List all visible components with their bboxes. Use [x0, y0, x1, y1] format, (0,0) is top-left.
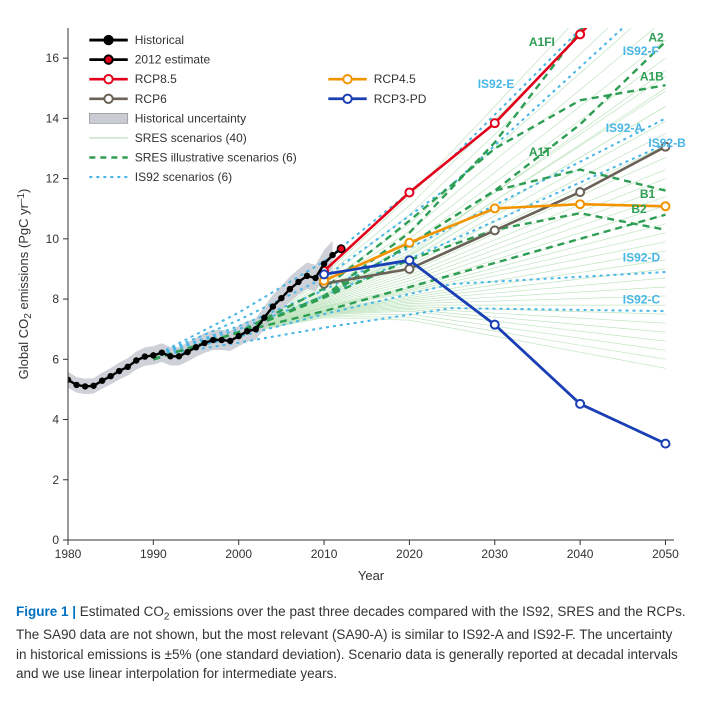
sres-label: B2	[631, 202, 647, 216]
svg-text:RCP8.5: RCP8.5	[135, 72, 177, 86]
svg-text:1990: 1990	[140, 547, 167, 561]
sres-label: A2	[648, 31, 664, 45]
is92-label: IS92-A	[606, 121, 644, 135]
svg-text:2010: 2010	[311, 547, 338, 561]
svg-text:4: 4	[52, 413, 59, 427]
chart-legend: Historical 2012 estimate RCP8.5 RCP6 Histori…	[89, 33, 426, 184]
svg-text:Historical uncertainty: Historical uncertainty	[135, 111, 246, 125]
svg-text:10: 10	[46, 232, 60, 246]
svg-text:2000: 2000	[225, 547, 252, 561]
svg-text:RCP4.5: RCP4.5	[374, 72, 416, 86]
is92-label: IS92-D	[623, 250, 661, 264]
sres-label: A1FI	[529, 35, 555, 49]
svg-text:16: 16	[46, 51, 60, 65]
svg-text:Year: Year	[358, 568, 385, 583]
estimate-2012-marker	[337, 245, 344, 252]
svg-text:8: 8	[52, 292, 59, 306]
svg-text:2040: 2040	[567, 547, 594, 561]
svg-text:14: 14	[46, 111, 60, 125]
svg-text:2050: 2050	[652, 547, 679, 561]
svg-text:2: 2	[52, 473, 59, 487]
svg-text:Global CO2 emissions (PgC yr–1: Global CO2 emissions (PgC yr–1)	[16, 189, 34, 380]
is92-label: IS92-F	[623, 44, 659, 58]
is92-label: IS92-E	[478, 77, 515, 91]
sres-label: A1T	[529, 145, 552, 159]
svg-text:6: 6	[52, 352, 59, 366]
svg-text:2020: 2020	[396, 547, 423, 561]
svg-text:RCP3-PD: RCP3-PD	[374, 92, 427, 106]
svg-text:2012 estimate: 2012 estimate	[135, 53, 211, 67]
figure-label: Figure 1 |	[16, 604, 80, 619]
svg-text:2030: 2030	[481, 547, 508, 561]
svg-text:1980: 1980	[55, 547, 82, 561]
sres-label: B1	[640, 187, 656, 201]
svg-text:SRES illustrative scenarios (6: SRES illustrative scenarios (6)	[135, 151, 297, 165]
svg-text:SRES scenarios (40): SRES scenarios (40)	[135, 131, 247, 145]
figure-caption: Figure 1 | Estimated CO2 emissions over …	[10, 590, 692, 684]
sres-label: A1B	[640, 70, 664, 84]
svg-text:IS92 scenarios (6): IS92 scenarios (6)	[135, 170, 232, 184]
svg-text:Historical: Historical	[135, 33, 184, 47]
emissions-chart: 1980 1990 2000 2010 2020 2030 2040 2050 0 2 4 6 8 10 1…	[10, 10, 692, 590]
svg-text:RCP6: RCP6	[135, 92, 167, 106]
svg-text:0: 0	[52, 533, 59, 547]
svg-text:12: 12	[46, 172, 60, 186]
is92-label: IS92-C	[623, 293, 661, 307]
is92-label: IS92-B	[648, 136, 686, 150]
